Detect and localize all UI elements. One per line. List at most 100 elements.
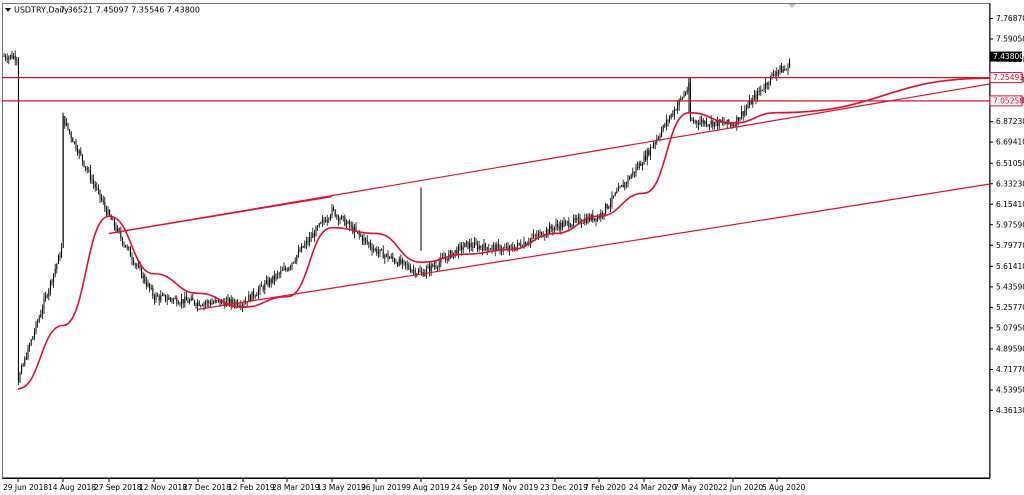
candle-body xyxy=(9,55,11,58)
time-tick-label: 12 Nov 2018 xyxy=(139,483,187,492)
candle-body xyxy=(789,60,791,67)
candle-body xyxy=(339,218,341,221)
candle-body xyxy=(601,212,603,215)
level-price-tag xyxy=(989,72,1023,84)
candle-body xyxy=(592,214,594,221)
candle-body xyxy=(609,203,611,207)
candle-body xyxy=(208,301,210,303)
candle-body xyxy=(744,109,746,116)
candle-body xyxy=(454,250,456,253)
dropdown-triangle-icon[interactable] xyxy=(5,8,11,12)
candle-body xyxy=(696,120,698,124)
candle-body xyxy=(189,300,191,303)
candle-body xyxy=(16,59,18,61)
price-tick-label: 5.07950 xyxy=(996,323,1024,332)
time-tick-label: 24 Sep 2019 xyxy=(451,483,499,492)
candle-body xyxy=(392,256,394,259)
candle-body xyxy=(760,89,762,92)
candle-body xyxy=(163,294,165,296)
candle-body xyxy=(483,243,485,251)
candle-body xyxy=(531,237,533,240)
candle-body xyxy=(677,105,679,111)
candle-body xyxy=(736,117,738,126)
candle-body xyxy=(240,305,242,307)
candle-body xyxy=(304,244,306,248)
candle-body xyxy=(344,216,346,226)
price-tick-label: 5.25770 xyxy=(996,303,1024,312)
candle-body xyxy=(237,301,239,306)
candle-body xyxy=(45,295,47,299)
candle-body xyxy=(232,299,234,304)
candle-body xyxy=(91,179,93,181)
candle-body xyxy=(705,121,707,126)
candle-body xyxy=(640,163,642,166)
candle-body xyxy=(462,247,464,250)
candle-body xyxy=(190,297,192,301)
candle-body xyxy=(317,226,319,228)
candle-body xyxy=(350,225,352,227)
price-tick-label: 6.69410 xyxy=(996,138,1024,147)
candle-body xyxy=(193,300,195,305)
candle-body xyxy=(123,243,125,246)
candle-body xyxy=(637,167,639,169)
candle-body xyxy=(547,229,549,234)
candle-body xyxy=(485,243,487,248)
candle-body xyxy=(747,105,749,108)
time-tick-label: 7 Nov 2019 xyxy=(495,483,538,492)
candle-body xyxy=(336,215,338,217)
candle-body xyxy=(413,269,415,271)
candle-body xyxy=(243,303,245,305)
candle-body xyxy=(662,125,664,131)
candle-body xyxy=(579,217,581,224)
candle-body xyxy=(328,218,330,220)
candle-body xyxy=(432,264,434,267)
candle-body xyxy=(29,344,31,348)
candle-body xyxy=(181,298,183,304)
candle-body xyxy=(446,258,448,261)
candle-body xyxy=(256,294,258,296)
candle-body xyxy=(761,89,763,91)
candle-body xyxy=(219,300,221,305)
candle-body xyxy=(758,90,760,92)
candle-body xyxy=(555,224,557,228)
candle-body xyxy=(729,123,731,125)
candle-body xyxy=(326,219,328,222)
candle-body xyxy=(120,231,122,239)
candle-body xyxy=(56,263,58,269)
candle-body xyxy=(464,242,466,248)
candle-body xyxy=(281,270,283,271)
time-tick-label: 26 Jun 2019 xyxy=(361,483,406,492)
candle-body xyxy=(763,88,765,90)
candle-body xyxy=(573,218,575,225)
candle-body xyxy=(574,218,576,220)
candle-body xyxy=(782,69,784,73)
candle-body xyxy=(57,255,59,264)
shift-marker-icon[interactable] xyxy=(788,4,796,8)
candle-body xyxy=(273,275,275,280)
candle-body xyxy=(139,265,141,269)
candle-body xyxy=(657,137,659,139)
candle-body xyxy=(254,295,256,297)
candle-body xyxy=(371,247,373,251)
candle-body xyxy=(107,210,109,215)
candle-body xyxy=(542,236,544,238)
ohlc-readout: 7.36521 7.45097 7.35546 7.43800 xyxy=(60,6,200,15)
candle-body xyxy=(3,56,5,58)
candle-body xyxy=(757,90,759,99)
price-tick-label: 7.59050 xyxy=(996,35,1024,44)
candle-body xyxy=(611,195,613,204)
price-tick-label: 4.53950 xyxy=(996,386,1024,395)
candle-body xyxy=(664,125,666,127)
candle-body xyxy=(310,237,312,238)
candle-body xyxy=(390,256,392,258)
candle-body xyxy=(65,122,67,126)
candle-body xyxy=(438,262,440,268)
candle-body xyxy=(97,187,99,190)
candle-body xyxy=(629,177,631,179)
candle-body xyxy=(70,132,72,139)
candle-body xyxy=(582,223,584,224)
candle-body xyxy=(35,322,37,332)
